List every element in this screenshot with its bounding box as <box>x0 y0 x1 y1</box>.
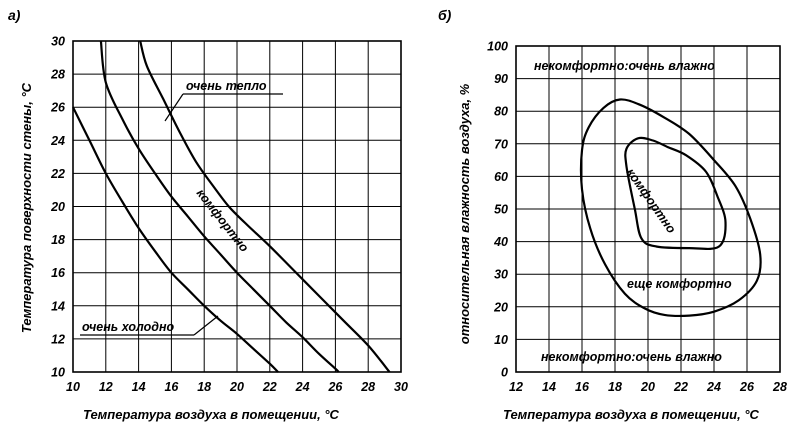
x-tick-label-b-8: 28 <box>772 380 787 394</box>
x-tick-label-a-2: 14 <box>132 380 146 394</box>
x-tick-label-b-6: 24 <box>706 380 721 394</box>
curve-a-2 <box>139 40 391 373</box>
grid-b <box>515 45 781 373</box>
plot-frame-b <box>515 45 781 373</box>
x-tick-label-b-1: 14 <box>542 380 556 394</box>
leader-very-warm <box>164 93 184 122</box>
panel-b-tag: б) <box>438 7 452 23</box>
ticks-a: 10 12 14 16 18 20 22 24 26 28 30 10 12 14 16 18 20 22 24 26… <box>50 35 408 395</box>
x-tick-label-b-0: 12 <box>509 380 523 394</box>
contour-b-0 <box>579 98 762 318</box>
x-tick-label-a-10: 30 <box>394 380 408 394</box>
leader-very-cold-pointer <box>193 315 219 336</box>
y-axis-title-a: Температура поверхности стены, °C <box>19 82 34 333</box>
x-tick-label-b-2: 16 <box>575 380 590 394</box>
y-tick-label-b-4: 40 <box>493 235 508 249</box>
y-tick-label-a-8: 26 <box>50 101 66 115</box>
x-tick-label-b-7: 26 <box>739 380 755 394</box>
y-axis-title-b: относительная влажность воздуха, % <box>457 83 472 344</box>
x-tick-label-a-6: 22 <box>262 380 277 394</box>
contour-b-1 <box>624 136 727 251</box>
curves-b <box>579 98 762 318</box>
y-tick-label-b-7: 70 <box>494 137 508 151</box>
x-axis-title-a: Температура воздуха в помещении, °C <box>83 407 340 422</box>
x-tick-label-b-5: 22 <box>673 380 688 394</box>
y-tick-label-b-3: 30 <box>494 268 508 282</box>
y-tick-label-a-7: 24 <box>50 134 65 148</box>
curve-a-0 <box>72 106 279 373</box>
x-tick-label-a-9: 28 <box>360 380 375 394</box>
x-tick-label-a-7: 24 <box>295 380 310 394</box>
curve-a-1 <box>99 40 340 373</box>
ticks-b: 12 14 16 18 20 22 24 26 28 0 10 20 30 40 50 60 70 80 90 100 <box>487 40 787 395</box>
x-tick-label-a-3: 16 <box>164 380 179 394</box>
y-tick-label-a-2: 14 <box>51 299 65 313</box>
x-tick-label-a-5: 20 <box>229 380 244 394</box>
x-tick-label-a-4: 18 <box>197 380 211 394</box>
curves-a <box>72 40 391 373</box>
y-tick-label-a-0: 10 <box>51 366 65 380</box>
plot-frame-a <box>72 40 402 373</box>
y-tick-label-a-1: 12 <box>51 332 65 346</box>
label-very-cold: очень холодно <box>82 320 174 334</box>
x-tick-label-b-3: 18 <box>608 380 622 394</box>
x-tick-label-a-8: 26 <box>327 380 343 394</box>
label-very-warm: очень тепло <box>186 79 267 93</box>
y-tick-label-b-9: 90 <box>494 72 508 86</box>
y-tick-label-a-9: 28 <box>50 68 65 82</box>
y-tick-label-b-0: 0 <box>501 366 508 380</box>
y-tick-label-b-5: 50 <box>494 203 508 217</box>
x-tick-label-a-1: 12 <box>99 380 113 394</box>
y-tick-label-a-3: 16 <box>51 266 66 280</box>
x-tick-label-a-0: 10 <box>66 380 80 394</box>
label-uncomfortable-bottom: некомфортно:очень влажно <box>541 350 722 364</box>
y-tick-label-b-1: 10 <box>494 333 508 347</box>
y-tick-label-a-5: 20 <box>50 200 65 214</box>
label-uncomfortable-top: некомфортно:очень влажно <box>534 59 715 73</box>
y-tick-label-b-6: 60 <box>494 170 508 184</box>
x-tick-label-b-4: 20 <box>640 380 655 394</box>
y-tick-label-a-6: 22 <box>50 167 65 181</box>
y-tick-label-a-4: 18 <box>51 233 65 247</box>
y-tick-label-b-2: 20 <box>493 300 508 314</box>
panel-a-tag: a) <box>8 7 21 23</box>
x-axis-title-b: Температура воздуха в помещении, °C <box>503 407 760 422</box>
y-tick-label-a-10: 30 <box>51 35 65 49</box>
y-tick-label-b-8: 80 <box>494 105 508 119</box>
label-still-comfortable: еще комфортно <box>627 277 732 291</box>
y-tick-label-b-10: 100 <box>487 40 508 54</box>
